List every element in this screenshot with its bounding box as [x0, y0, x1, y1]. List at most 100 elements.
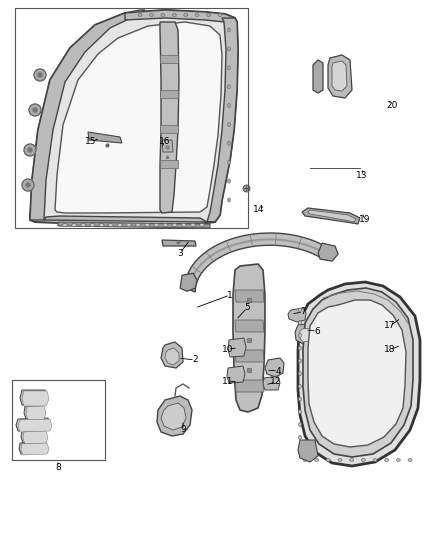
Ellipse shape: [63, 223, 67, 227]
Polygon shape: [228, 338, 246, 357]
Ellipse shape: [299, 308, 301, 312]
Ellipse shape: [299, 372, 301, 376]
Ellipse shape: [326, 458, 330, 462]
Circle shape: [24, 144, 36, 156]
Ellipse shape: [108, 223, 113, 227]
Polygon shape: [299, 328, 314, 342]
Polygon shape: [161, 403, 186, 430]
Ellipse shape: [299, 448, 301, 452]
Polygon shape: [298, 282, 420, 466]
Circle shape: [33, 108, 37, 112]
Ellipse shape: [385, 458, 389, 462]
Ellipse shape: [161, 13, 165, 17]
Polygon shape: [125, 10, 235, 25]
Text: 15: 15: [85, 138, 97, 147]
Polygon shape: [227, 366, 245, 383]
Ellipse shape: [314, 458, 319, 462]
Circle shape: [22, 179, 34, 191]
Polygon shape: [22, 391, 49, 406]
Polygon shape: [21, 443, 49, 455]
Polygon shape: [318, 243, 338, 261]
Circle shape: [29, 104, 41, 116]
Ellipse shape: [163, 223, 168, 227]
Text: 8: 8: [55, 463, 61, 472]
Polygon shape: [265, 358, 284, 377]
Polygon shape: [19, 442, 47, 454]
Ellipse shape: [149, 13, 153, 17]
Text: 5: 5: [244, 303, 250, 312]
Ellipse shape: [227, 141, 230, 146]
Polygon shape: [288, 308, 306, 322]
Polygon shape: [21, 430, 46, 443]
Text: 19: 19: [359, 215, 371, 224]
Bar: [160, 55, 178, 63]
Ellipse shape: [299, 384, 301, 389]
Ellipse shape: [90, 223, 95, 227]
Ellipse shape: [138, 13, 142, 17]
Text: 20: 20: [386, 101, 398, 109]
Polygon shape: [298, 440, 318, 462]
Polygon shape: [303, 288, 413, 457]
Polygon shape: [88, 132, 122, 143]
Bar: [15, 8, 248, 228]
Ellipse shape: [299, 346, 301, 350]
Ellipse shape: [338, 458, 342, 462]
Text: 17: 17: [384, 321, 396, 330]
Ellipse shape: [172, 223, 177, 227]
Polygon shape: [233, 264, 265, 412]
Ellipse shape: [299, 435, 301, 439]
Ellipse shape: [227, 28, 230, 32]
Bar: [160, 160, 178, 168]
Polygon shape: [313, 60, 323, 93]
Ellipse shape: [207, 13, 211, 17]
Polygon shape: [328, 55, 352, 98]
Ellipse shape: [172, 13, 176, 17]
Polygon shape: [295, 323, 319, 345]
Polygon shape: [24, 405, 44, 419]
Ellipse shape: [361, 458, 365, 462]
Polygon shape: [235, 320, 264, 332]
Polygon shape: [207, 18, 238, 222]
Ellipse shape: [218, 13, 222, 17]
Polygon shape: [332, 61, 347, 91]
Bar: [160, 125, 178, 133]
Text: 16: 16: [159, 138, 171, 147]
Ellipse shape: [227, 47, 230, 51]
Text: 4: 4: [275, 367, 281, 376]
Ellipse shape: [303, 458, 307, 462]
Ellipse shape: [191, 223, 195, 227]
Ellipse shape: [136, 223, 141, 227]
Circle shape: [28, 148, 32, 152]
Text: 12: 12: [270, 377, 282, 386]
Polygon shape: [180, 273, 197, 291]
Ellipse shape: [117, 223, 122, 227]
Ellipse shape: [408, 458, 412, 462]
Text: 2: 2: [192, 356, 198, 365]
Polygon shape: [26, 406, 46, 420]
Ellipse shape: [373, 458, 377, 462]
Ellipse shape: [227, 123, 230, 126]
Polygon shape: [302, 208, 360, 224]
Ellipse shape: [299, 397, 301, 401]
Ellipse shape: [227, 85, 230, 88]
Polygon shape: [20, 390, 47, 405]
Ellipse shape: [99, 223, 104, 227]
Polygon shape: [23, 431, 48, 444]
Circle shape: [34, 69, 46, 81]
Bar: [12, 380, 105, 460]
Polygon shape: [161, 342, 183, 368]
Text: 7: 7: [300, 308, 306, 317]
Ellipse shape: [396, 458, 400, 462]
Ellipse shape: [299, 334, 301, 337]
Ellipse shape: [81, 223, 86, 227]
Circle shape: [26, 183, 30, 187]
Polygon shape: [58, 222, 210, 228]
Text: 13: 13: [356, 172, 368, 181]
Ellipse shape: [145, 223, 150, 227]
Polygon shape: [162, 240, 196, 246]
Polygon shape: [30, 10, 145, 220]
Polygon shape: [162, 140, 173, 152]
Ellipse shape: [127, 223, 131, 227]
Text: 11: 11: [222, 376, 234, 385]
Text: 3: 3: [177, 248, 183, 257]
